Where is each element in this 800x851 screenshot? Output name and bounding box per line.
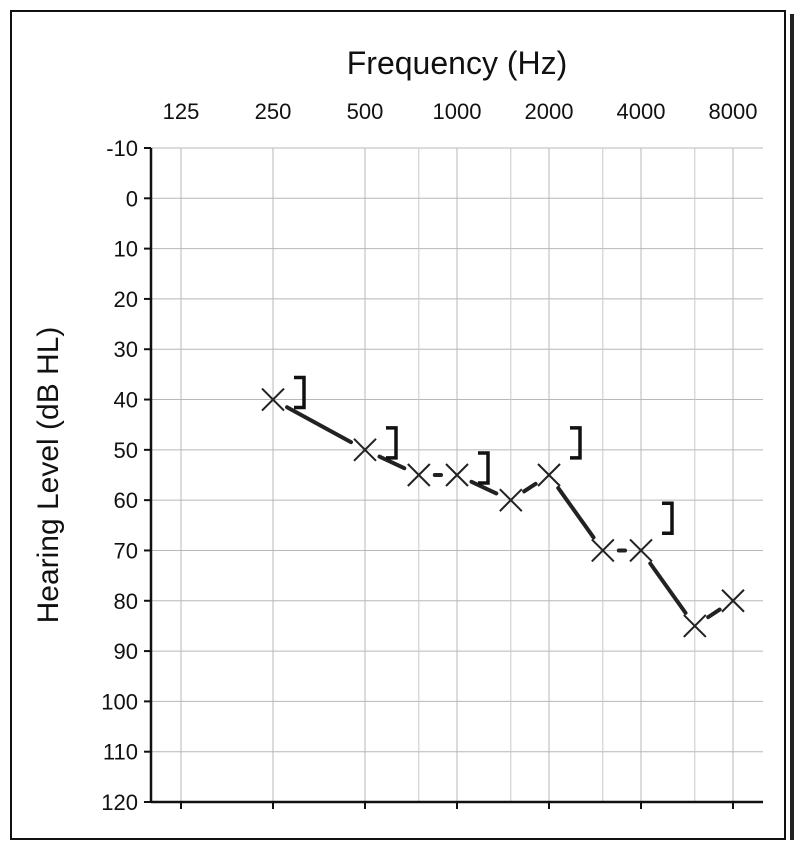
x-marker [591, 538, 615, 563]
x-marker [499, 488, 523, 512]
connector-line [648, 561, 688, 615]
x-marker [537, 463, 561, 487]
bracket-marker [662, 501, 674, 536]
y-tick-label: 100 [101, 689, 138, 714]
y-tick-label: 20 [114, 287, 138, 312]
bracket-marker [386, 426, 398, 460]
marker-layer [261, 375, 745, 638]
line-layer [285, 405, 722, 620]
bracket-marker [478, 451, 490, 485]
x-marker-stroke [591, 538, 615, 563]
x-tick-label: 1000 [433, 99, 482, 124]
bracket-marker [294, 375, 306, 410]
x-tick-label: 4000 [617, 99, 666, 124]
x-marker-stroke [721, 589, 745, 613]
connector-line [285, 405, 353, 445]
connector-line [377, 454, 407, 471]
y-tick-label: -10 [106, 136, 138, 161]
x-marker [629, 538, 653, 563]
x-tick-label: 2000 [525, 99, 574, 124]
axis-layer: -10 0 10 20 30 40 50 60 70 80 90 100 110 120 125 250 500… [101, 99, 763, 815]
x-marker-stroke [629, 538, 653, 563]
x-tick-label: 500 [347, 99, 384, 124]
y-tick-label: 80 [114, 589, 138, 614]
frame-edge [790, 14, 794, 840]
y-tick-label: 30 [114, 337, 138, 362]
y-tick-label: 0 [126, 186, 138, 211]
chart-title: Frequency (Hz) [347, 45, 568, 81]
x-marker-stroke [683, 614, 707, 638]
y-tick-label: 50 [114, 438, 138, 463]
x-marker [683, 614, 707, 638]
x-marker [407, 463, 431, 487]
y-tick-label: 120 [101, 790, 138, 815]
x-marker-stroke [499, 488, 523, 512]
x-marker-stroke [353, 438, 377, 462]
y-axis-label: Hearing Level (dB HL) [32, 327, 65, 624]
x-tick-label: 250 [255, 99, 292, 124]
x-marker-stroke [407, 463, 431, 487]
y-tick-label: 70 [114, 538, 138, 563]
y-tick-label: 10 [114, 237, 138, 262]
x-marker-stroke [445, 463, 469, 487]
label-layer: Frequency (Hz) Hearing Level (dB HL) [32, 45, 567, 623]
grid-layer [151, 147, 763, 803]
connector-line [522, 481, 538, 494]
y-tick-label: 40 [114, 388, 138, 413]
y-tick-label: 90 [114, 639, 138, 664]
x-marker [261, 387, 285, 412]
x-marker-stroke [261, 387, 285, 412]
bracket-marker [570, 426, 582, 460]
connector-line [706, 607, 722, 620]
y-tick-label: 110 [103, 740, 138, 765]
x-marker [721, 589, 745, 613]
x-tick-label: 8000 [709, 99, 758, 124]
x-tick-label: 125 [163, 99, 200, 124]
y-tick-label: 60 [114, 488, 138, 513]
x-marker-stroke [537, 463, 561, 487]
x-marker [353, 438, 377, 462]
x-marker [445, 463, 469, 487]
connector-line [556, 486, 596, 540]
connector-line [469, 479, 499, 496]
